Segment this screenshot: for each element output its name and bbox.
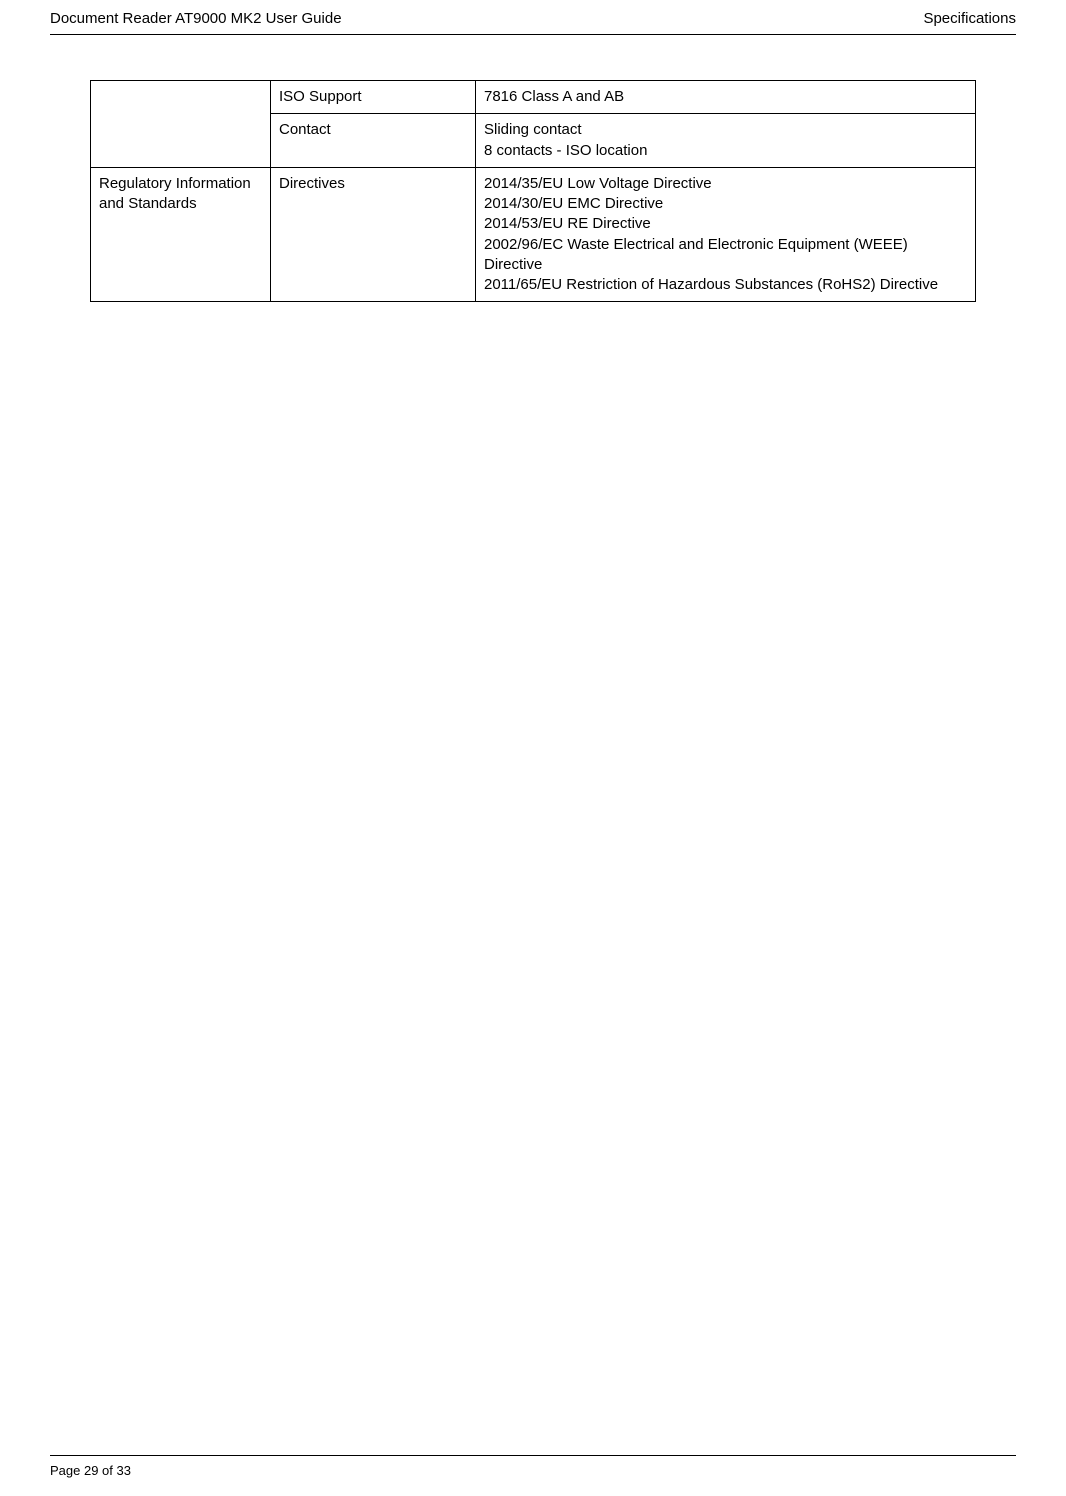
cell-attribute: Contact: [271, 114, 476, 168]
table-row: Regulatory Information and Standards Dir…: [91, 167, 976, 302]
cell-value: Sliding contact8 contacts - ISO location: [476, 114, 976, 168]
cell-category: [91, 81, 271, 168]
cell-attribute: ISO Support: [271, 81, 476, 114]
header-rule: [50, 34, 1016, 35]
page-number: Page 29 of 33: [50, 1463, 131, 1478]
cell-value: 2014/35/EU Low Voltage Directive2014/30/…: [476, 167, 976, 302]
page-header: Document Reader AT9000 MK2 User Guide Sp…: [50, 10, 1016, 27]
page-footer: Page 29 of 33: [50, 1463, 131, 1478]
specifications-table: ISO Support 7816 Class A and AB Contact …: [90, 80, 976, 302]
page: Document Reader AT9000 MK2 User Guide Sp…: [0, 0, 1066, 1496]
content-area: ISO Support 7816 Class A and AB Contact …: [90, 80, 976, 302]
header-right: Specifications: [923, 10, 1016, 27]
footer-rule: [50, 1455, 1016, 1456]
cell-category: Regulatory Information and Standards: [91, 167, 271, 302]
table-row: ISO Support 7816 Class A and AB: [91, 81, 976, 114]
cell-value: 7816 Class A and AB: [476, 81, 976, 114]
header-left: Document Reader AT9000 MK2 User Guide: [50, 10, 342, 27]
cell-attribute: Directives: [271, 167, 476, 302]
